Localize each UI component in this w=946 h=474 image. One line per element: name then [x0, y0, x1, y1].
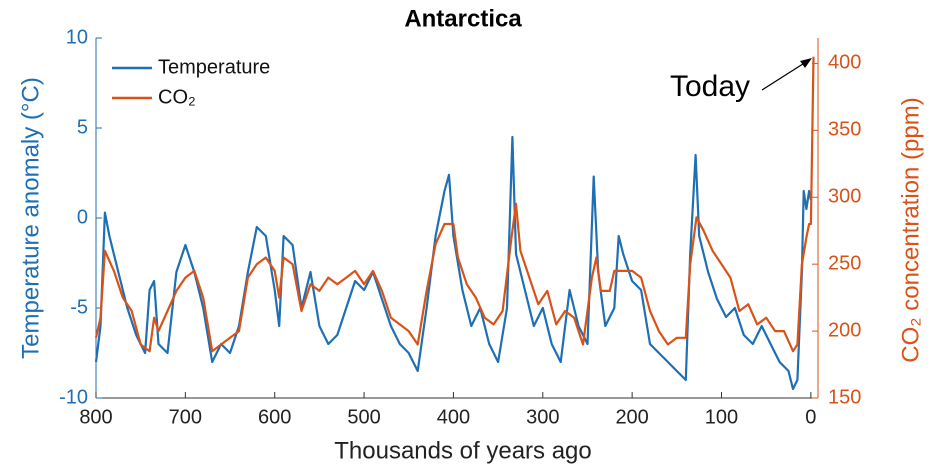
series-line: [94, 56, 815, 353]
x-tick-label: 500: [347, 406, 380, 428]
y2-tick-label: 400: [828, 52, 861, 74]
y-tick-label: -5: [70, 296, 88, 318]
y-tick-label: 0: [77, 206, 88, 228]
x-tick-label: 200: [615, 406, 648, 428]
y2-tick-label: 350: [828, 119, 861, 141]
legend-label: Temperature: [158, 56, 270, 78]
legend-label: CO₂: [158, 86, 196, 108]
arrow-head: [800, 58, 812, 68]
y2-axis-label: CO₂ concentration (ppm): [897, 97, 924, 362]
y2-tick-label: 200: [828, 319, 861, 341]
x-axis-label: Thousands of years ago: [334, 437, 592, 464]
y-tick-label: 10: [66, 26, 88, 48]
y2-tick-label: 150: [828, 386, 861, 408]
chart-title: Antarctica: [404, 5, 522, 32]
annotation: Today: [670, 70, 750, 103]
x-tick-label: 700: [169, 406, 202, 428]
y2-tick-label: 300: [828, 186, 861, 208]
x-tick-label: 100: [705, 406, 738, 428]
y-axis-label: Temperature anomaly (°C): [17, 77, 44, 359]
x-tick-label: 800: [79, 406, 112, 428]
x-tick-label: 600: [258, 406, 291, 428]
x-tick-label: 0: [805, 406, 816, 428]
series-line: [94, 135, 812, 391]
annotation-arrow: [761, 61, 807, 91]
y2-tick-label: 250: [828, 252, 861, 274]
y-tick-label: 5: [77, 116, 88, 138]
x-tick-label: 400: [437, 406, 470, 428]
y-tick-label: -10: [59, 386, 88, 408]
x-tick-label: 300: [526, 406, 559, 428]
